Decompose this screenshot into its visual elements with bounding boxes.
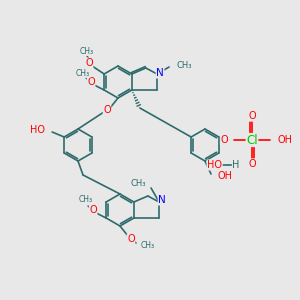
Text: O: O — [248, 111, 256, 121]
Text: CH₃: CH₃ — [79, 196, 93, 205]
Text: O: O — [85, 58, 93, 68]
Text: N: N — [156, 68, 164, 78]
Text: H: H — [232, 160, 240, 170]
Text: CH₃: CH₃ — [76, 68, 90, 77]
Text: O: O — [220, 135, 228, 145]
Text: O: O — [127, 234, 135, 244]
Text: HO: HO — [207, 160, 222, 170]
Text: O: O — [103, 105, 111, 115]
Text: O: O — [87, 77, 95, 87]
Text: CH₃: CH₃ — [80, 46, 94, 56]
Text: HO: HO — [30, 125, 45, 135]
Text: CH₃: CH₃ — [141, 242, 155, 250]
Text: OH: OH — [277, 135, 292, 145]
Text: OH: OH — [218, 171, 233, 181]
Text: N: N — [158, 195, 166, 205]
Text: O: O — [248, 159, 256, 169]
Text: CH₃: CH₃ — [130, 179, 146, 188]
Text: O: O — [89, 205, 97, 215]
Text: Cl: Cl — [246, 134, 258, 146]
Text: CH₃: CH₃ — [176, 61, 192, 70]
